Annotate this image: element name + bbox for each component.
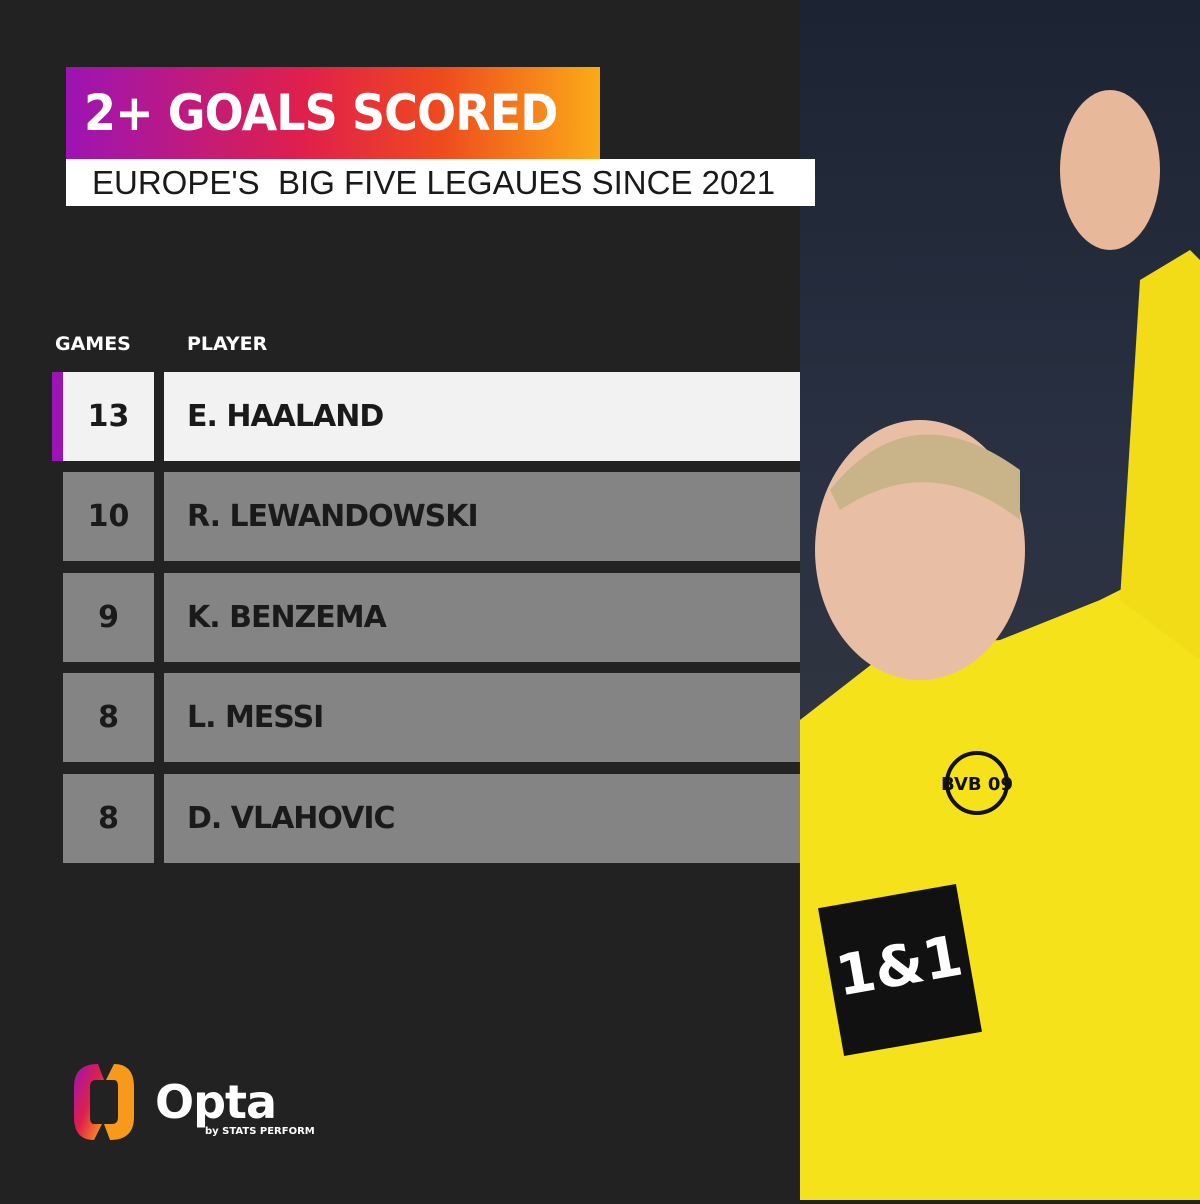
player-cell: E. HAALAND — [164, 372, 800, 461]
highlight-accent — [52, 372, 63, 461]
table-row: 8 D. VLAHOVIC — [63, 774, 800, 863]
player-cell: R. LEWANDOWSKI — [164, 472, 800, 561]
table-row: 9 K. BENZEMA — [63, 573, 800, 662]
player-cell: K. BENZEMA — [164, 573, 800, 662]
column-header-player: PLAYER — [187, 333, 268, 355]
opta-wordmark: Opta — [155, 1075, 277, 1129]
bvb-badge — [945, 751, 1009, 815]
games-cell: 13 — [63, 372, 154, 461]
hand — [1060, 90, 1160, 250]
games-cell: 9 — [63, 573, 154, 662]
title-banner: 2+ GOALS SCORED — [66, 67, 600, 159]
table-row: 8 L. MESSI — [63, 673, 800, 762]
column-header-games: GAMES — [55, 333, 131, 355]
player-cell: L. MESSI — [164, 673, 800, 762]
games-cell: 8 — [63, 774, 154, 863]
opta-logo-icon — [74, 1064, 134, 1140]
games-cell: 8 — [63, 673, 154, 762]
raised-arm — [1120, 250, 1200, 660]
opta-tagline: by STATS PERFORM — [205, 1126, 315, 1137]
games-cell: 10 — [63, 472, 154, 561]
player-cell: D. VLAHOVIC — [164, 774, 800, 863]
table-row: 13 E. HAALAND — [52, 372, 800, 461]
hair — [830, 434, 1020, 520]
player-photo: BVB 09 1&1 — [800, 0, 1200, 1200]
badge-text: BVB 09 — [941, 774, 1013, 795]
page-subtitle: EUROPE'S BIG FIVE LEGAUES SINCE 2021 — [92, 163, 776, 201]
subtitle-banner: EUROPE'S BIG FIVE LEGAUES SINCE 2021 — [66, 159, 815, 206]
sponsor-box — [818, 883, 982, 1057]
player-illustration: BVB 09 1&1 — [800, 90, 1200, 1200]
table-row: 10 R. LEWANDOWSKI — [63, 472, 800, 561]
page-title: 2+ GOALS SCORED — [84, 84, 558, 142]
